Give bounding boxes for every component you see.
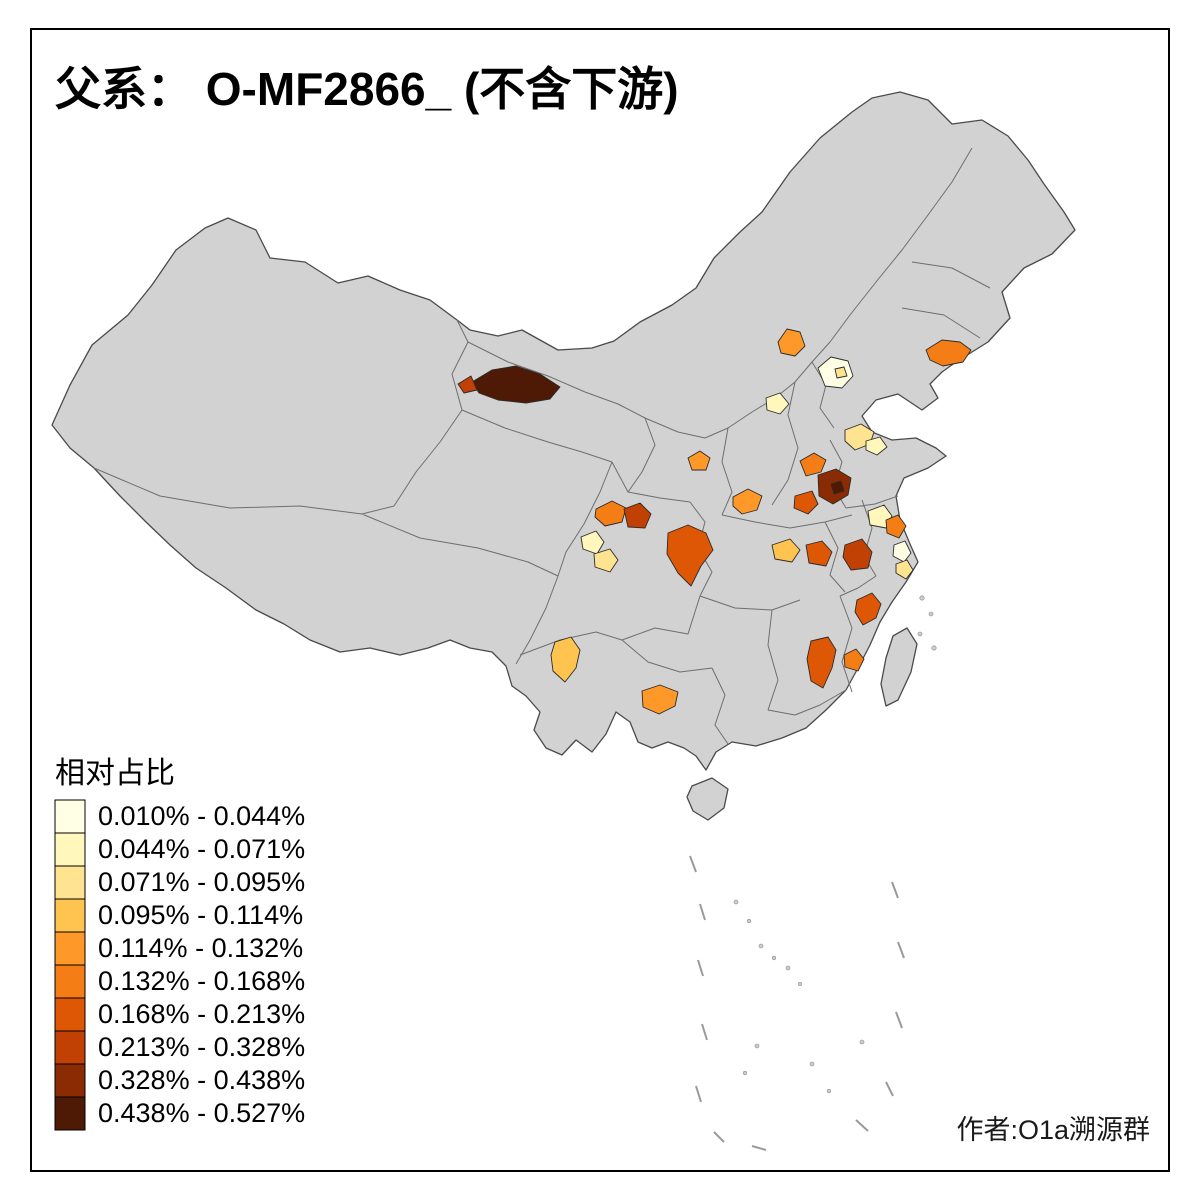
choropleth-regions [457,328,972,715]
choropleth-region-29 [641,684,679,715]
legend-swatch [54,1096,86,1131]
legend-label: 0.095% - 0.114% [98,900,303,930]
choropleth-region-21 [895,559,914,580]
choropleth-region-23 [594,500,627,527]
island-dot [758,943,764,949]
island-dot [809,1061,815,1067]
choropleth-region-15 [771,538,801,563]
legend-item-5: 0.132% - 0.168% [54,964,305,999]
choropleth-region-31 [843,648,865,672]
legend: 相对占比 0.010% - 0.044% 0.044% - 0.071% 0.0… [54,757,305,1131]
taiwan-island [880,627,918,707]
choropleth-region-20 [892,540,912,563]
island-dot [771,955,777,961]
island-dot [733,899,739,905]
choropleth-region-25 [580,530,605,555]
choropleth-region-22 [854,592,882,626]
legend-swatch [54,931,86,966]
province-borders [93,147,991,745]
island-dot [826,1088,832,1094]
legend-swatch [54,799,86,834]
choropleth-region-9 [687,450,711,471]
island-dot [746,918,752,924]
legend-label: 0.071% - 0.095% [98,867,305,897]
choropleth-region-19 [885,514,907,539]
legend-swatch [54,1063,86,1098]
legend-label: 0.044% - 0.071% [98,834,305,864]
choropleth-region-0 [471,365,561,404]
legend-swatch [54,964,86,999]
legend-swatch [54,865,86,900]
legend-item-9: 0.438% - 0.527% [54,1096,305,1131]
island-dot [931,645,937,651]
island-dot [919,595,925,601]
legend-item-6: 0.168% - 0.213% [54,997,305,1032]
choropleth-region-11 [799,452,827,477]
plot-frame [30,28,1170,1172]
choropleth-region-5 [765,392,790,415]
nine-dash-line [689,855,905,1151]
island-dot [797,981,803,987]
china-map [51,91,1076,1151]
legend-label: 0.168% - 0.213% [98,999,305,1029]
china-mainland [51,91,1076,771]
choropleth-region-4 [834,366,848,379]
legend-item-1: 0.044% - 0.071% [54,832,305,867]
legend-item-3: 0.095% - 0.114% [54,898,303,933]
island-dot [754,1043,760,1049]
choropleth-region-17 [842,538,873,571]
choropleth-region-6 [925,339,972,367]
island-dot [859,1039,865,1045]
legend-label: 0.438% - 0.527% [98,1098,305,1128]
choropleth-region-2 [777,328,806,357]
choropleth-region-27 [666,524,714,587]
choropleth-region-8 [865,436,888,456]
legend-label: 0.213% - 0.328% [98,1032,305,1062]
island-dot [742,1070,748,1076]
legend-swatch [54,997,86,1032]
legend-item-4: 0.114% - 0.132% [54,931,303,966]
legend-label: 0.132% - 0.168% [98,966,305,996]
island-dot [928,611,934,617]
choropleth-region-26 [593,548,619,573]
legend-item-2: 0.071% - 0.095% [54,865,305,900]
choropleth-region-16 [805,540,833,567]
choropleth-region-28 [550,636,581,683]
choropleth-region-30 [806,636,837,689]
south-china-sea-islands [689,595,937,1151]
choropleth-region-14 [793,490,819,515]
legend-item-7: 0.213% - 0.328% [54,1030,305,1065]
legend-item-0: 0.010% - 0.044% [54,799,305,834]
island-dot [785,965,791,971]
legend-label: 0.010% - 0.044% [98,801,305,831]
hainan-island [686,777,729,821]
author-credit: 作者:O1a溯源群 [956,1115,1150,1145]
legend-label: 0.114% - 0.132% [98,933,303,963]
legend-swatch [54,832,86,867]
legend-swatch [54,898,86,933]
map-title: 父系： O-MF2866_ (不含下游) [55,63,679,115]
choropleth-region-13 [830,480,845,495]
choropleth-region-10 [732,488,763,515]
legend-swatch [54,1030,86,1065]
choropleth-region-1 [457,375,478,394]
legend-title: 相对占比 [55,757,175,790]
legend-item-8: 0.328% - 0.438% [54,1063,305,1098]
legend-label: 0.328% - 0.438% [98,1065,305,1095]
choropleth-region-24 [623,502,652,529]
island-dot [917,631,923,637]
